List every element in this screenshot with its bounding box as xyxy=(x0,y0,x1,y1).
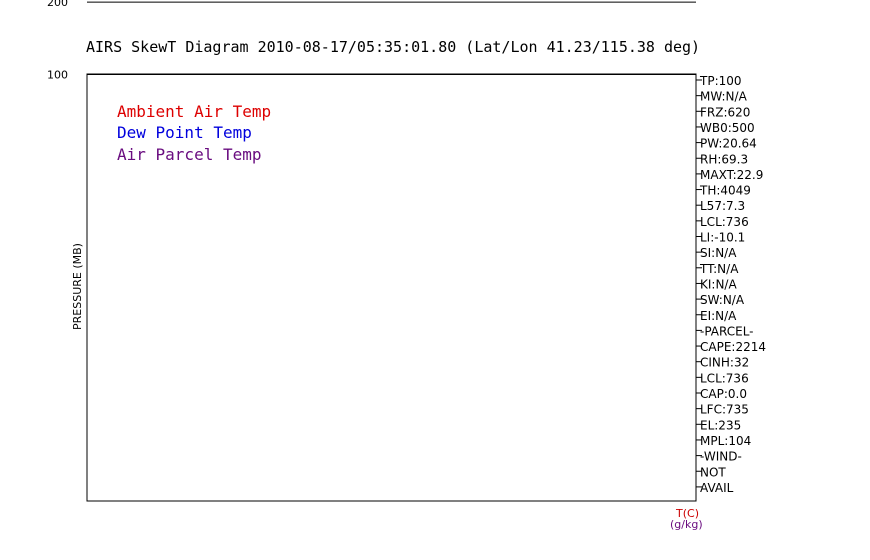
index-text: EL:235 xyxy=(700,418,741,432)
index-text: LCL:736 xyxy=(700,371,749,385)
legend-ambient-air-temp: Ambient Air Temp xyxy=(117,102,271,121)
index-text: -WIND- xyxy=(700,450,742,464)
index-text: LI:-10.1 xyxy=(700,231,745,245)
index-text: RH:69.3 xyxy=(700,152,748,166)
index-text: MAXT:22.9 xyxy=(700,168,763,182)
plot-border xyxy=(86,73,697,502)
index-text: CINH:32 xyxy=(700,356,749,370)
index-text: EI:N/A xyxy=(700,309,737,323)
index-text: FRZ:620 xyxy=(700,105,750,119)
dry-adiabat-line xyxy=(778,0,870,75)
index-text: WB0:500 xyxy=(700,121,755,135)
plot-background xyxy=(87,74,696,501)
chart-title: AIRS SkewT Diagram 2010-08-17/05:35:01.8… xyxy=(86,38,700,56)
legend: Ambient Air Temp Dew Point Temp Air Parc… xyxy=(117,102,271,164)
dry-adiabat-line xyxy=(848,0,870,75)
index-text: KI:N/A xyxy=(700,277,737,291)
axes-layer: -120-110-100-90-80-70-60-50-40-50-40-30-… xyxy=(86,73,703,531)
grid-layer xyxy=(773,0,870,75)
index-text: NOT xyxy=(700,465,726,479)
y-axis-label: PRESSURE (MB) xyxy=(71,243,84,330)
legend-dew-point-temp: Dew Point Temp xyxy=(117,123,252,142)
dry-adiabat-line xyxy=(813,0,870,75)
index-text: L57:7.3 xyxy=(700,199,745,213)
index-text: TP:100 xyxy=(699,74,742,88)
legend-air-parcel-temp: Air Parcel Temp xyxy=(117,145,262,164)
index-text: PW:20.64 xyxy=(700,137,757,151)
index-text: MW:N/A xyxy=(700,90,748,104)
index-text: CAP:0.0 xyxy=(700,387,747,401)
index-text: MPL:104 xyxy=(700,434,751,448)
index-text: TH:4049 xyxy=(699,184,751,198)
isotherm-line xyxy=(773,0,870,75)
index-text: SI:N/A xyxy=(700,246,737,260)
temp-axis-label: T(C) xyxy=(675,507,699,520)
index-text: AVAIL xyxy=(700,481,734,495)
index-text: LFC:735 xyxy=(700,403,749,417)
index-text: LCL:736 xyxy=(700,215,749,229)
pressure-tick-label: 100 xyxy=(47,69,68,82)
index-text: -PARCEL- xyxy=(700,324,754,338)
index-text: SW:N/A xyxy=(700,293,745,307)
pressure-tick-label: 200 xyxy=(47,0,68,9)
index-text: CAPE:2214 xyxy=(700,340,766,354)
index-text: TT:N/A xyxy=(699,262,739,276)
mixing-axis-label: (g/kg) xyxy=(670,518,703,531)
isotherm-line xyxy=(840,0,870,75)
